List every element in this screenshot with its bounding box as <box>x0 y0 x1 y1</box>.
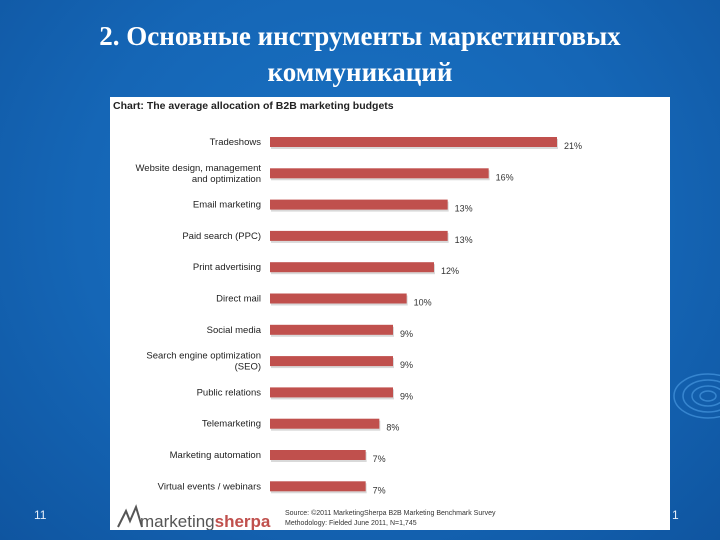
category-label: Public relations <box>197 387 262 398</box>
category-label: Virtual events / webinars <box>158 481 262 492</box>
value-label: 10% <box>414 298 432 308</box>
bar <box>270 418 380 429</box>
bar <box>270 387 393 398</box>
bar <box>270 199 448 210</box>
slide-title-line-1: 2. Основные инструменты маркетинговых <box>99 21 621 51</box>
value-label: 16% <box>496 172 514 182</box>
bar <box>270 230 448 241</box>
bars-group: Tradeshows 21% Website design, management a… <box>135 137 582 495</box>
value-label: 13% <box>455 204 473 214</box>
slide-number-left: 11 <box>34 508 47 522</box>
value-label: 9% <box>400 391 413 401</box>
category-label: Marketing automation <box>170 450 261 461</box>
logo-text: marketingsherpa <box>140 512 271 530</box>
value-label: 7% <box>373 485 386 495</box>
category-label: Print advertising <box>193 262 261 273</box>
value-label: 21% <box>564 141 582 151</box>
category-label: Tradeshows <box>210 137 262 148</box>
category-label: Telemarketing <box>202 419 261 430</box>
value-label: 9% <box>400 360 413 370</box>
slide-title-line-2: коммуникаций <box>267 57 453 87</box>
value-label: 7% <box>373 454 386 464</box>
bar <box>270 137 557 147</box>
category-label: Email marketing <box>193 200 261 211</box>
value-label: 13% <box>455 235 473 245</box>
bar <box>270 293 407 304</box>
bar-chart: Chart: The average allocation of B2B mar… <box>113 100 582 531</box>
bar <box>270 450 366 460</box>
bar <box>270 262 434 273</box>
value-label: 8% <box>386 423 399 433</box>
category-label: Website design, management and optimizati… <box>135 163 261 185</box>
slide-number-right: 1 <box>672 508 679 522</box>
chart-panel: Chart: The average allocation of B2B mar… <box>110 97 670 531</box>
category-label: Social media <box>207 325 262 336</box>
category-label: Search engine optimization (SEO) <box>146 351 261 373</box>
chart-source-line-1: Source: ©2011 MarketingSherpa B2B Market… <box>285 509 496 517</box>
marketingsherpa-logo: marketingsherpa <box>117 504 271 531</box>
bar <box>270 324 393 335</box>
ripple-decoration <box>673 373 720 419</box>
bar <box>270 168 489 179</box>
value-label: 9% <box>400 329 413 339</box>
category-label: Paid search (PPC) <box>182 231 261 242</box>
bar <box>270 481 366 492</box>
value-label: 12% <box>441 266 459 276</box>
bar <box>270 356 393 367</box>
category-label: Direct mail <box>216 294 261 305</box>
chart-title: Chart: The average allocation of B2B mar… <box>113 100 394 112</box>
chart-source-line-2: Methodology: Fielded June 2011, N=1,745 <box>285 520 417 527</box>
slide-title: 2. Основные инструменты маркетинговых ко… <box>0 18 720 90</box>
